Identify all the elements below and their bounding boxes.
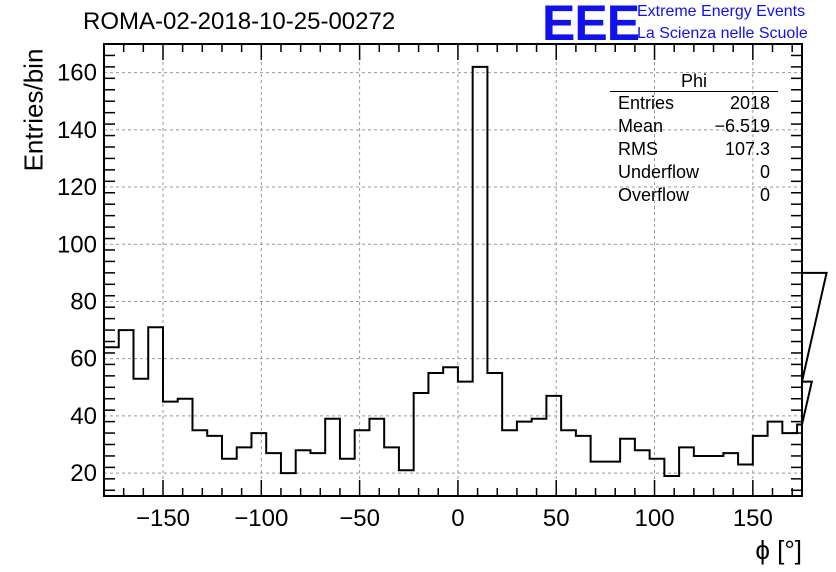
stats-label: Overflow bbox=[618, 185, 690, 205]
x-tick-label: −150 bbox=[136, 505, 190, 532]
stats-box-title: Phi bbox=[680, 71, 707, 91]
grid bbox=[104, 44, 802, 496]
stats-row-entries: Entries 2018 bbox=[618, 93, 770, 114]
tick-labels: −150 −100 −50 0 50 100 150 20 40 60 80 100 120 140 160 bbox=[57, 60, 773, 532]
x-tick-label: 0 bbox=[451, 505, 464, 532]
stats-row-overflow: Overflow 0 bbox=[618, 185, 770, 206]
y-tick-label: 100 bbox=[57, 231, 97, 258]
stats-label: Entries bbox=[618, 93, 675, 113]
stats-value: 2018 bbox=[729, 93, 770, 113]
stats-label: RMS bbox=[618, 139, 658, 159]
logo-line-1: Extreme Energy Events bbox=[637, 3, 806, 20]
stats-label: Underflow bbox=[618, 162, 700, 182]
x-axis-label: ϕ [°] bbox=[755, 535, 802, 565]
stats-row-mean: Mean −6.519 bbox=[618, 116, 770, 137]
x-tick-label: 100 bbox=[635, 505, 675, 532]
stats-box-divider bbox=[610, 91, 778, 92]
stats-value: −6.519 bbox=[714, 116, 770, 136]
y-tick-label: 140 bbox=[57, 117, 97, 144]
eee-logo: EEE bbox=[542, 0, 640, 51]
y-tick-label: 80 bbox=[70, 288, 97, 315]
y-tick-label: 160 bbox=[57, 60, 97, 87]
logo-line-2: La Scienza nelle Scuole bbox=[637, 25, 808, 42]
x-tick-label: 150 bbox=[733, 505, 773, 532]
chart-title: ROMA-02-2018-10-25-00272 bbox=[83, 8, 396, 35]
stats-value: 0 bbox=[759, 162, 770, 182]
y-tick-label: 40 bbox=[70, 403, 97, 430]
x-tick-label: −100 bbox=[234, 505, 288, 532]
y-tick-label: 20 bbox=[70, 460, 97, 487]
stats-row-rms: RMS 107.3 bbox=[618, 139, 770, 160]
y-axis-label: Entries/bin bbox=[18, 48, 49, 172]
stats-value: 0 bbox=[759, 185, 770, 205]
x-tick-label: 50 bbox=[543, 505, 570, 532]
x-tick-label: −50 bbox=[339, 505, 380, 532]
y-tick-label: 120 bbox=[57, 174, 97, 201]
plot-frame bbox=[103, 43, 803, 497]
stats-row-underflow: Underflow 0 bbox=[618, 162, 770, 183]
axis-ticks bbox=[103, 43, 802, 496]
stats-label: Mean bbox=[618, 116, 664, 136]
histogram-line bbox=[104, 65, 828, 477]
stats-value: 107.3 bbox=[724, 139, 770, 159]
y-tick-label: 60 bbox=[70, 346, 97, 373]
